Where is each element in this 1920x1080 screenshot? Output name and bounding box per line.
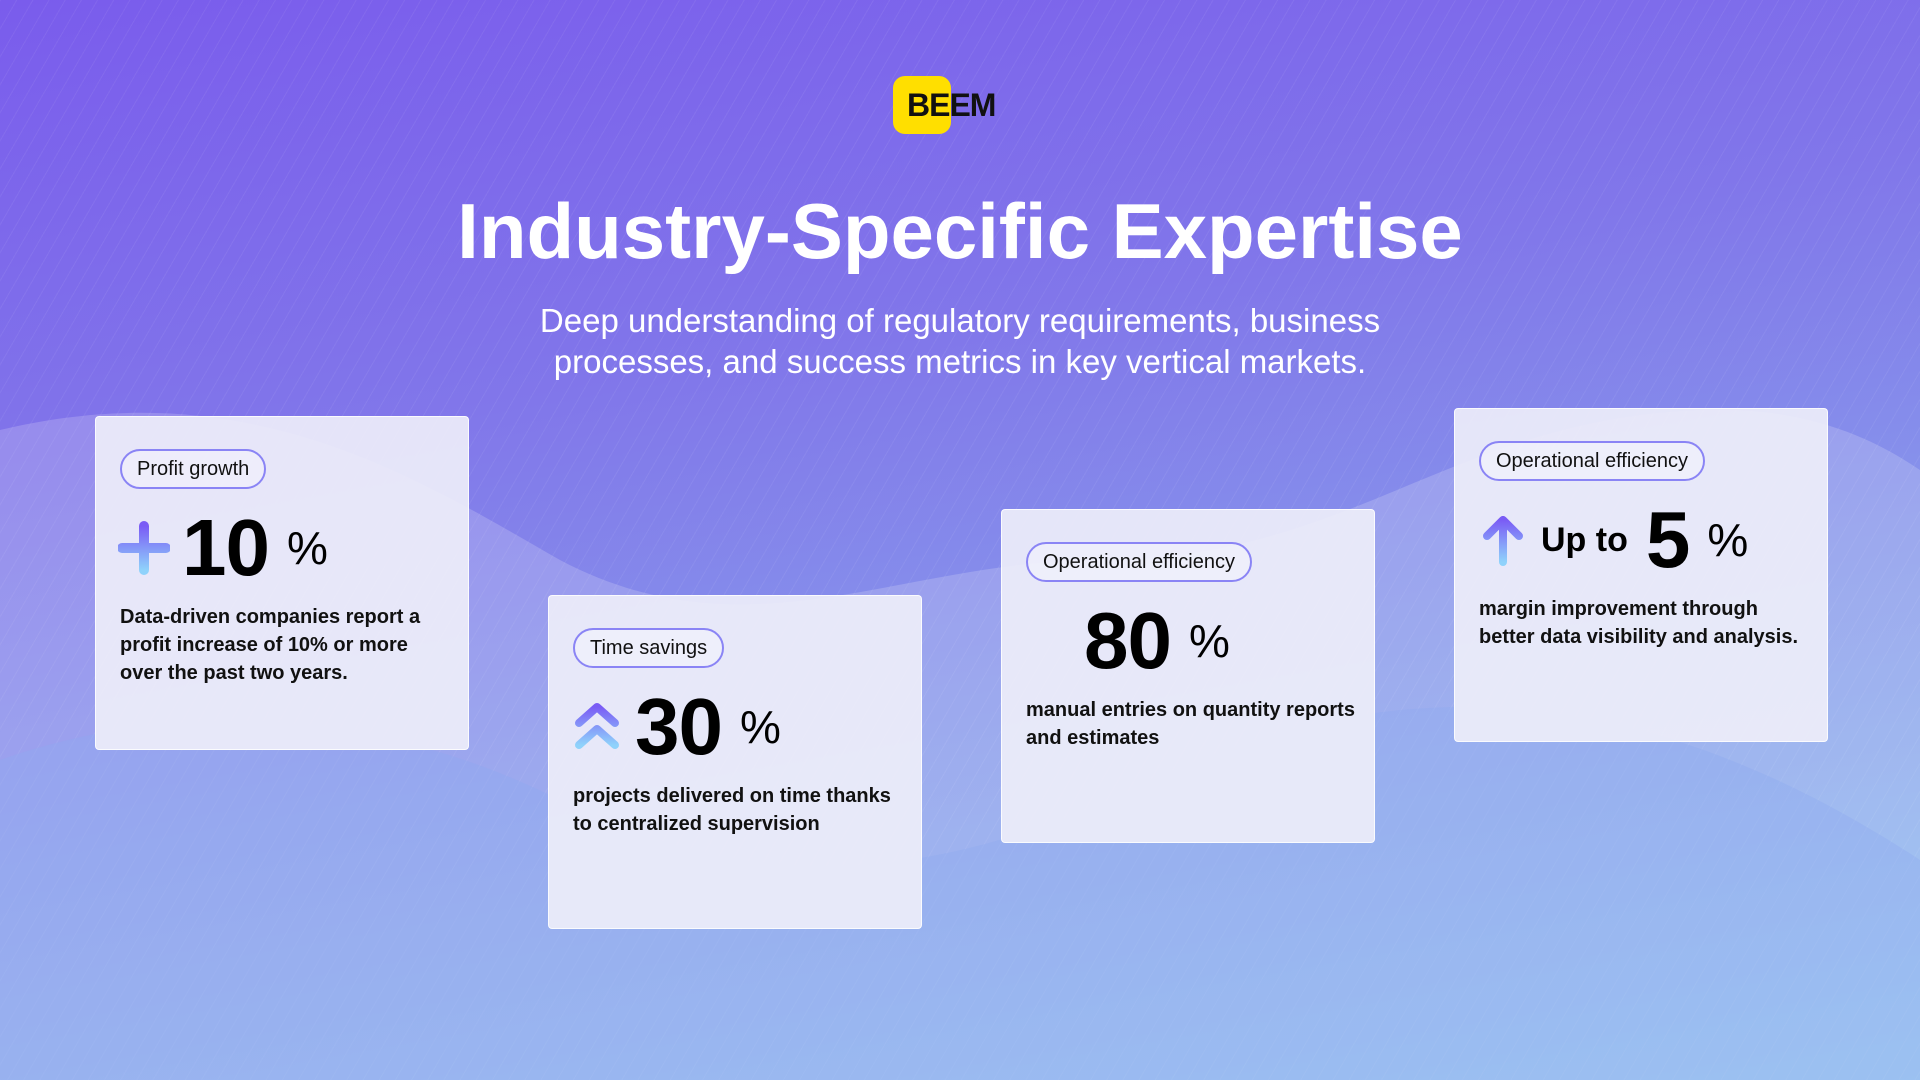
stat-unit: % <box>286 522 328 574</box>
plus-icon <box>118 521 170 575</box>
stat-value: 10 <box>182 503 270 592</box>
stat-description: manual entries on quantity reports and e… <box>1026 699 1355 749</box>
beem-logo: BEEM <box>893 76 996 134</box>
stat-prefix: Up to <box>1541 520 1628 559</box>
stat-description: projects delivered on time thanks to cen… <box>573 785 891 835</box>
stat-value: 80 <box>1084 596 1172 685</box>
stat-card-profit-growth: Profit growth 10% Data-driven companies … <box>95 416 469 750</box>
stat-card-operational-efficiency-80: Operational efficiency 80% manual entrie… <box>1001 509 1375 843</box>
stat-value: 5 <box>1645 495 1690 584</box>
tag-pill: Operational efficiency <box>1479 441 1705 481</box>
tag-pill: Operational efficiency <box>1026 542 1252 582</box>
stat-value: 30 <box>635 682 723 771</box>
minus-icon <box>1020 636 1072 646</box>
page-subtitle: Deep understanding of regulatory require… <box>539 302 1381 380</box>
stat-unit: % <box>1707 514 1749 566</box>
stat-card-time-savings: Time savings 30% projects delivered on t… <box>548 595 922 929</box>
tag-pill: Profit growth <box>120 449 267 489</box>
arrow-up-icon <box>1483 516 1523 566</box>
stat-card-operational-efficiency-5: Operational efficiency Up to 5% margin im… <box>1454 408 1828 742</box>
page-title: Industry-Specific Expertise <box>457 187 1463 275</box>
tag-pill: Time savings <box>573 628 725 668</box>
stat-description: Data-driven companies report a profit in… <box>120 606 421 684</box>
double-chevron-up-icon <box>575 703 619 749</box>
stat-unit: % <box>739 701 781 753</box>
stat-unit: % <box>1188 615 1230 667</box>
logo-text: BEEM <box>907 86 996 123</box>
stat-description: margin improvement through better data v… <box>1479 598 1799 648</box>
